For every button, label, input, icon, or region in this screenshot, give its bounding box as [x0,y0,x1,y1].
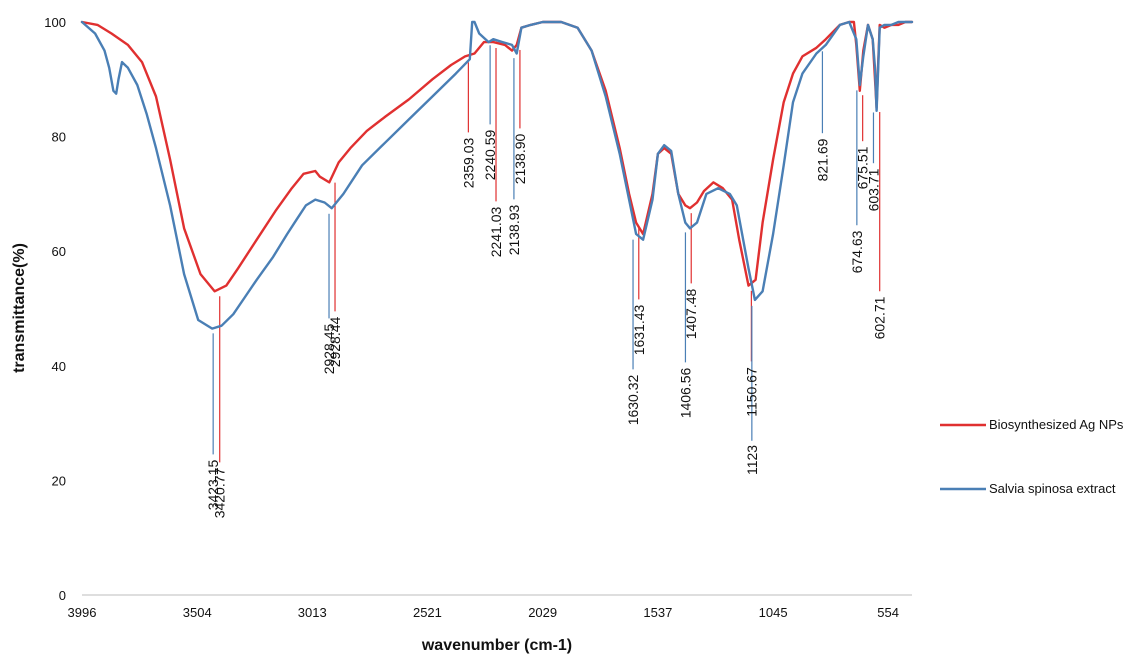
y-tick-label: 20 [52,473,66,488]
peak-annotation-label: 2928.44 [327,316,343,367]
peak-annotation-label: 1150.67 [743,367,759,417]
peak-annotation-label: 821.69 [814,138,830,181]
peak-annotation-label: 1630.32 [625,374,641,425]
peak-annotation-label: 2240.59 [482,129,498,180]
peak-annotation-label: 675.51 [855,146,871,189]
peak-annotation-label: 2138.90 [512,133,528,184]
x-tick-label: 2029 [528,605,557,620]
legend-label: Biosynthesized Ag NPs [989,417,1124,432]
y-tick-label: 40 [52,359,66,374]
peak-annotation-label: 1406.56 [677,367,693,418]
y-tick-label: 100 [44,15,66,30]
annotation-leader-lines [212,45,881,463]
y-tick-label: 60 [52,244,66,259]
x-tick-labels: 3996 3504 3013 2521 2029 1537 1045 554 [68,605,899,620]
x-tick-label: 554 [877,605,899,620]
x-tick-label: 1537 [643,605,672,620]
x-tick-label: 1045 [759,605,788,620]
x-axis-title: wavenumber (cm-1) [421,637,572,654]
peak-annotation-label: 2928.45 [321,323,337,374]
peak-annotation-label: 1407.48 [683,288,699,339]
peak-annotation-label: 2359.03 [460,137,476,188]
x-tick-label: 2521 [413,605,442,620]
peak-annotation-label: 674.63 [849,230,865,273]
legend: Biosynthesized Ag NPs Salvia spinosa extr… [940,417,1124,496]
y-tick-label: 0 [59,588,66,603]
x-tick-label: 3013 [298,605,327,620]
series-line-salvia-extract [80,20,914,330]
legend-label: Salvia spinosa extract [989,481,1116,496]
y-axis-title: transmittance(%) [11,243,28,373]
x-tick-label: 3996 [68,605,97,620]
peak-annotation-label: 3423.15 [205,459,221,510]
y-tick-label: 80 [52,130,66,145]
series-lines [80,20,914,330]
peak-annotation-label: 602.71 [872,296,888,339]
x-tick-label: 3504 [183,605,212,620]
y-tick-labels: 0 20 40 60 80 100 [44,15,66,603]
peak-annotation-label: 3420.77 [212,467,228,518]
peak-annotation-label: 1631.43 [631,304,647,355]
peak-annotation-label: 2241.03 [488,206,504,257]
peak-annotation-label: 2138.93 [506,204,522,255]
peak-annotation-label: 1123 [744,445,760,475]
peak-annotation-label: 603.71 [866,168,882,211]
